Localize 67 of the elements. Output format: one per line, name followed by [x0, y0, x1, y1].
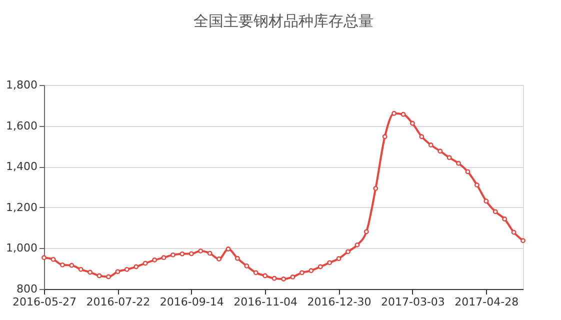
y-tick-label: 800: [16, 282, 38, 296]
point: [290, 274, 296, 280]
point: [42, 255, 46, 260]
point: [161, 255, 166, 260]
point: [124, 266, 130, 272]
point: [511, 230, 516, 235]
point: [180, 251, 185, 256]
point: [226, 246, 231, 252]
point: [373, 186, 378, 191]
point: [188, 251, 194, 256]
point: [69, 262, 74, 268]
point: [170, 252, 176, 258]
y-tick-label: 1,400: [6, 160, 38, 174]
x-tick-label: 2016-05-27: [12, 296, 76, 308]
point: [152, 258, 158, 262]
point: [216, 256, 222, 262]
point: [364, 229, 369, 234]
point: [400, 112, 406, 117]
point: [520, 238, 526, 244]
point: [134, 264, 139, 270]
x-tick-label: 2016-07-22: [86, 296, 150, 308]
y-tick-label: 1,600: [6, 119, 38, 132]
point: [88, 270, 93, 275]
y-tick-label: 1,800: [6, 78, 38, 92]
point: [60, 262, 65, 268]
point: [272, 276, 277, 281]
point: [392, 110, 397, 116]
point: [492, 209, 498, 214]
point: [115, 269, 120, 274]
chart-title: 全国主要钢材品种库存总量: [194, 12, 374, 30]
point: [50, 256, 56, 262]
point: [410, 120, 415, 126]
point: [96, 273, 102, 278]
point: [207, 250, 212, 256]
point: [484, 198, 489, 204]
point: [318, 264, 323, 270]
point: [78, 266, 84, 272]
y-tick-label: 1,000: [6, 242, 38, 255]
point: [299, 270, 304, 276]
point: [327, 260, 332, 266]
point: [382, 134, 388, 140]
point: [198, 248, 204, 254]
point: [336, 256, 342, 262]
x-tick-label: 2017-03-03: [380, 296, 445, 308]
point: [234, 256, 240, 261]
point: [142, 260, 148, 266]
point: [419, 134, 424, 140]
point: [456, 160, 461, 166]
point: [438, 148, 443, 154]
x-tick-label: 2016-11-04: [234, 296, 298, 308]
point: [354, 242, 360, 248]
point: [465, 169, 470, 174]
point: [244, 263, 250, 268]
point: [446, 155, 452, 160]
point: [502, 216, 508, 222]
point: [106, 274, 111, 280]
x-tick-label: 2016-12-30: [307, 296, 372, 308]
point: [281, 276, 286, 282]
point: [428, 142, 434, 148]
point: [346, 249, 350, 254]
point: [262, 273, 268, 278]
x-tick-label: 2017-04-28: [454, 296, 519, 308]
x-tick-label: 2016-09-14: [160, 296, 224, 308]
point: [253, 270, 258, 276]
point: [308, 268, 314, 274]
point: [474, 182, 480, 188]
y-tick-label: 1,200: [6, 200, 38, 214]
